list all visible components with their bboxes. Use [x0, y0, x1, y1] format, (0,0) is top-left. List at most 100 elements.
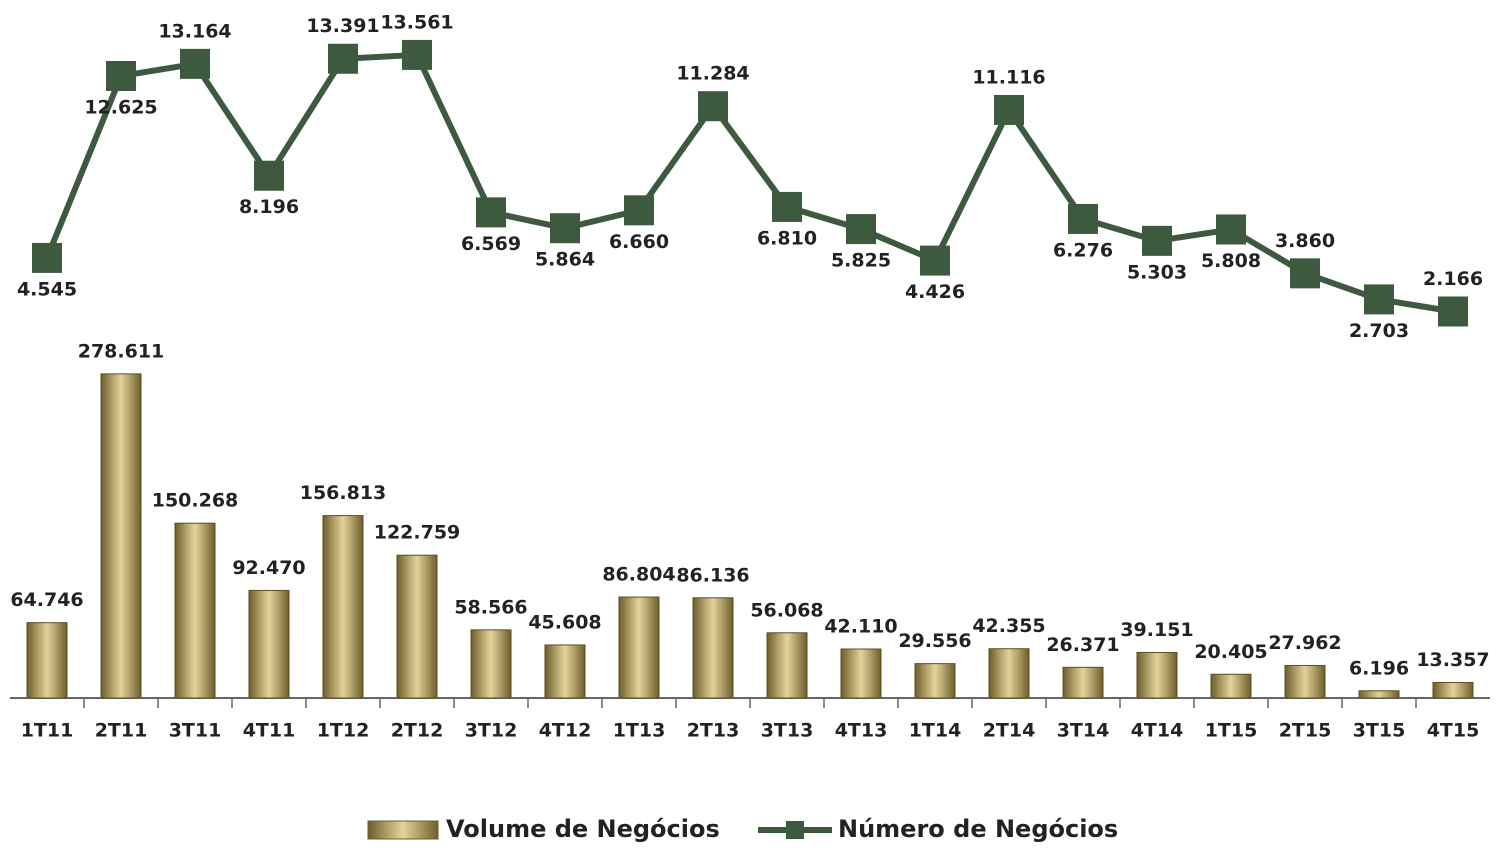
bar	[396, 554, 438, 699]
data-label: 64.746	[10, 589, 83, 611]
marker	[328, 43, 358, 74]
data-label: 156.813	[300, 482, 387, 504]
bar	[1210, 673, 1252, 699]
marker	[402, 39, 432, 70]
data-label: 278.611	[78, 340, 165, 362]
data-label: 56.068	[750, 599, 823, 621]
marker	[476, 197, 506, 228]
x-tick-label: 2T14	[983, 720, 1036, 742]
data-label: 6.810	[757, 227, 817, 249]
bar	[1358, 690, 1400, 699]
bar	[914, 663, 956, 699]
x-tick-label: 4T12	[539, 720, 592, 742]
legend-swatch-bar	[367, 820, 439, 840]
data-label: 27.962	[1268, 632, 1341, 654]
bar	[1284, 664, 1326, 699]
data-label: 13.164	[158, 20, 231, 42]
bar	[988, 648, 1030, 699]
legend-label: Número de Negócios	[838, 815, 1118, 843]
x-tick-label: 3T14	[1057, 720, 1110, 742]
x-tick-label: 3T13	[761, 720, 814, 742]
bar	[248, 589, 290, 699]
data-label: 11.116	[972, 66, 1045, 88]
marker	[994, 94, 1024, 125]
bar	[1432, 681, 1474, 699]
data-label: 8.196	[239, 196, 299, 218]
marker	[254, 160, 284, 191]
data-label: 20.405	[1194, 641, 1267, 663]
data-label: 42.110	[824, 616, 897, 638]
data-label: 86.136	[676, 564, 749, 586]
legend-swatch-marker	[786, 821, 804, 839]
legend: Volume de Negócios Número de Negócios	[367, 815, 1118, 843]
x-tick-label: 1T14	[909, 720, 962, 742]
data-label: 5.808	[1201, 250, 1261, 272]
bar	[766, 632, 808, 699]
marker	[846, 214, 876, 245]
data-label: 13.561	[380, 11, 453, 33]
x-tick-label: 4T14	[1131, 720, 1184, 742]
x-tick-label: 1T11	[21, 720, 74, 742]
data-label: 3.860	[1275, 230, 1335, 252]
x-tick-label: 2T12	[391, 720, 444, 742]
data-label: 11.284	[676, 63, 749, 85]
data-label: 29.556	[898, 630, 971, 652]
marker	[32, 242, 62, 273]
data-label: 5.303	[1127, 261, 1187, 283]
marker	[106, 60, 136, 91]
bar	[1062, 666, 1104, 699]
data-label: 6.196	[1349, 657, 1409, 679]
data-label: 6.660	[609, 231, 669, 253]
data-label: 122.759	[374, 522, 461, 544]
data-label: 92.470	[232, 557, 305, 579]
marker	[772, 191, 802, 222]
x-tick-label: 1T12	[317, 720, 370, 742]
x-tick-label: 4T11	[243, 720, 296, 742]
marker	[180, 48, 210, 79]
marker	[550, 213, 580, 244]
marker	[1142, 225, 1172, 256]
x-tick-label: 3T15	[1353, 720, 1406, 742]
marker	[624, 195, 654, 226]
marker	[1364, 284, 1394, 315]
x-tick-label: 1T15	[1205, 720, 1258, 742]
data-label: 39.151	[1120, 619, 1193, 641]
marker	[1438, 296, 1468, 327]
data-label: 5.825	[831, 250, 891, 272]
data-label: 5.864	[535, 249, 595, 271]
data-label: 2.703	[1349, 320, 1409, 342]
x-tick-label: 3T12	[465, 720, 518, 742]
bar	[100, 373, 142, 699]
bar	[692, 597, 734, 699]
x-tick-label: 3T11	[169, 720, 222, 742]
marker	[920, 245, 950, 276]
x-tick-label: 2T11	[95, 720, 148, 742]
x-tick-label: 2T15	[1279, 720, 1332, 742]
bar	[322, 515, 364, 699]
bar	[26, 622, 68, 699]
data-label: 26.371	[1046, 634, 1119, 656]
data-label: 6.569	[461, 233, 521, 255]
data-label: 13.391	[306, 15, 379, 37]
bar	[470, 629, 512, 699]
marker	[1290, 258, 1320, 289]
marker	[1216, 214, 1246, 245]
x-tick-label: 2T13	[687, 720, 740, 742]
bar	[174, 522, 216, 699]
data-label: 86.804	[602, 564, 675, 586]
x-tick-label: 4T13	[835, 720, 888, 742]
marker	[698, 91, 728, 122]
data-label: 2.166	[1423, 268, 1483, 290]
data-label: 4.426	[905, 281, 965, 303]
data-label: 45.608	[528, 611, 601, 633]
data-label: 12.625	[84, 96, 157, 118]
data-label: 150.268	[152, 490, 239, 512]
bar	[840, 648, 882, 699]
data-label: 4.545	[17, 278, 77, 300]
data-label: 42.355	[972, 615, 1045, 637]
marker	[1068, 203, 1098, 234]
data-label: 6.276	[1053, 239, 1113, 261]
legend-label: Volume de Negócios	[446, 815, 720, 843]
bar	[1136, 651, 1178, 699]
